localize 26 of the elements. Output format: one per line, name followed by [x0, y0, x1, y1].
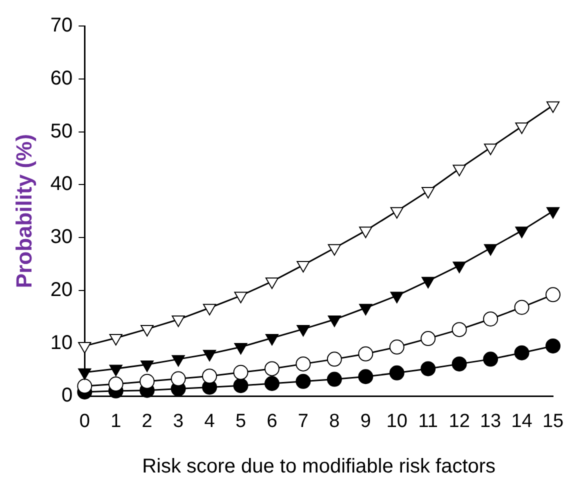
y-tick-label: 0	[62, 384, 73, 407]
y-tick-label: 10	[50, 332, 73, 354]
x-tick-label: 12	[448, 410, 470, 432]
y-tick-label: 40	[50, 173, 73, 196]
x-tick-label: 13	[480, 410, 502, 432]
y-tick-label: 50	[50, 120, 73, 142]
x-tick-label: 14	[511, 410, 533, 432]
x-tick-label: 7	[298, 410, 308, 432]
x-tick-label: 11	[418, 410, 438, 432]
x-tick-label: 15	[542, 410, 564, 432]
x-tick-label: 0	[79, 410, 90, 432]
y-axis-title: Probability (%)	[11, 134, 36, 288]
x-tick-label: 8	[329, 410, 340, 432]
x-tick-label: 4	[204, 410, 216, 432]
y-tick-label: 20	[50, 278, 73, 301]
y-tick-label: 60	[50, 67, 73, 90]
y-tick-label: 30	[50, 226, 73, 248]
x-tick-label: 3	[173, 410, 184, 432]
y-tick-label: 70	[50, 14, 73, 37]
x-tick-label: 10	[386, 410, 408, 432]
x-tick-label: 9	[360, 410, 371, 432]
x-tick-label: 1	[110, 410, 122, 432]
x-tick-label: 6	[266, 410, 278, 432]
x-axis-title: Risk score due to modifiable risk factors	[142, 456, 496, 478]
x-tick-label: 2	[142, 410, 152, 432]
x-tick-label: 5	[235, 410, 246, 432]
